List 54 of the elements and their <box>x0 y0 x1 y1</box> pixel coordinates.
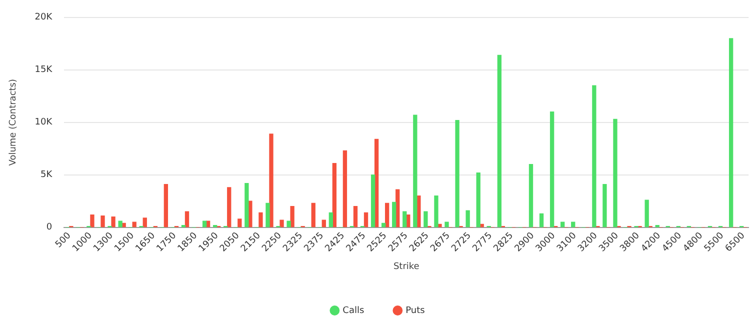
y-tick-label: 0 <box>46 222 52 233</box>
legend-label: Puts <box>406 306 426 316</box>
bar <box>497 54 502 228</box>
bar <box>592 85 596 228</box>
bar <box>202 220 207 228</box>
y-tick-label: 20K <box>34 12 54 23</box>
bar <box>476 172 480 228</box>
bar <box>613 118 618 228</box>
bar <box>455 120 460 228</box>
bar <box>164 184 168 228</box>
bar <box>258 212 263 228</box>
bar <box>644 200 649 228</box>
bar <box>364 212 368 228</box>
bar <box>142 218 147 228</box>
bar <box>342 150 348 228</box>
bar <box>90 214 94 228</box>
y-tick-label: 5K <box>40 170 54 180</box>
bar <box>384 202 390 228</box>
bar <box>728 38 734 228</box>
bar <box>244 182 249 228</box>
bar <box>602 184 607 228</box>
bar <box>311 202 316 228</box>
bar <box>286 220 291 228</box>
bar <box>184 211 190 228</box>
bar <box>266 202 270 228</box>
bar <box>444 222 449 228</box>
bar <box>539 213 544 228</box>
bar <box>118 220 122 228</box>
bar <box>238 218 242 228</box>
x-tick-label: 500 <box>54 230 74 250</box>
legend-label: Calls <box>342 306 364 316</box>
bar <box>100 215 105 228</box>
bar <box>550 112 554 228</box>
bar <box>413 114 418 228</box>
bar <box>280 220 284 228</box>
y-tick-label: 15K <box>34 65 54 76</box>
bar <box>227 187 232 228</box>
bar <box>332 163 337 228</box>
bar <box>528 164 534 228</box>
y-tick-label: 10K <box>34 118 54 128</box>
bar <box>269 134 274 228</box>
bar <box>424 211 428 228</box>
bar <box>466 210 470 228</box>
bar <box>290 206 294 228</box>
y-axis-title: Volume (Contracts) <box>8 79 19 166</box>
bar <box>353 206 358 228</box>
bar <box>434 196 438 228</box>
bar <box>392 202 396 228</box>
bar <box>111 216 116 228</box>
x-axis-title: Strike <box>393 262 420 272</box>
bar <box>328 212 334 228</box>
bar <box>402 211 407 228</box>
bar <box>322 220 326 228</box>
bar <box>370 174 376 228</box>
